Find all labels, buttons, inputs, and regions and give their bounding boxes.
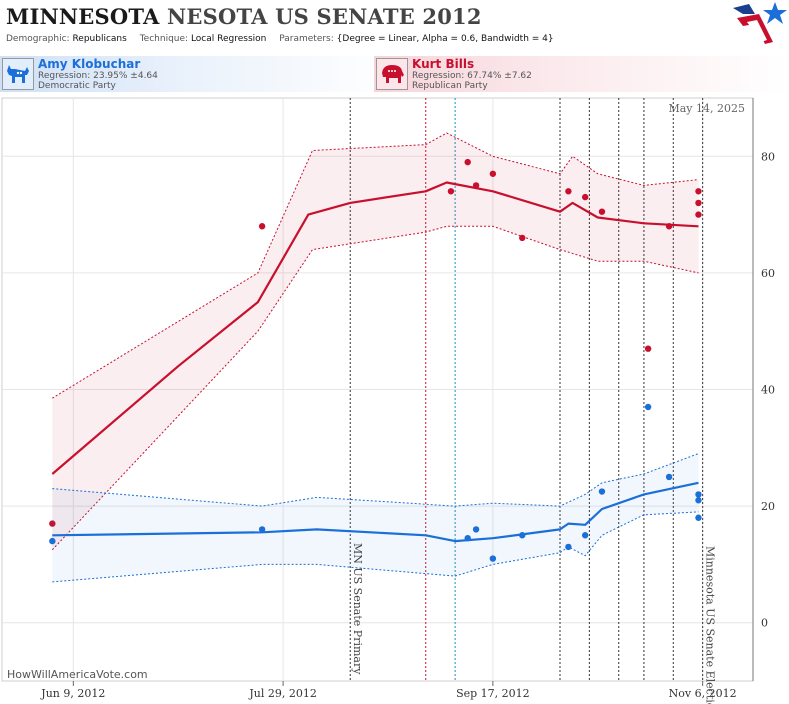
confidence-band [52,453,699,582]
donkey-icon [2,58,34,90]
poll-point [695,514,702,521]
poll-point [665,223,673,230]
y-tick-label: 60 [761,267,775,280]
poll-point [695,188,702,195]
parameters-value: {Degree = Linear, Alpha = 0.6, Bandwidth… [336,34,554,44]
x-tick-label: Nov 6, 2012 [669,687,737,700]
x-tick-label: Jul 29, 2012 [248,687,317,700]
poll-point [665,473,673,481]
parameters-label: Parameters: [279,34,334,44]
poll-point [49,537,56,545]
site-logo-icon[interactable] [729,0,789,48]
y-tick-label: 0 [761,617,768,630]
lower-bound-line [51,225,699,551]
candidate-regression-dem: Regression: 23.95% ±4.64 [38,71,158,81]
poll-point [581,193,589,201]
poll-point [472,182,480,189]
candidate-party-dem: Democratic Party [38,81,116,91]
poll-point [258,526,266,533]
y-tick-label: 20 [761,500,775,513]
poll-point [464,158,471,166]
x-tick-label: Jun 9, 2012 [40,687,105,700]
watermark: HowWillAmericaVote.com [7,668,148,681]
candidate-card-dem: Amy Klobuchar Regression: 23.95% ±4.64 D… [0,56,395,92]
parameters-line: Demographic: Republicans Technique: Loca… [6,34,564,44]
technique-value: Local Regression [190,34,267,44]
poll-point [598,208,606,215]
candidate-name-dem[interactable]: Amy Klobuchar [38,57,141,71]
poll-point [519,234,526,242]
poll-point [695,497,702,504]
poll-point [644,403,652,411]
technique-label: Technique: [139,34,189,44]
demographic-label: Demographic: [6,34,70,44]
poll-point [581,532,589,539]
event-label: Minnesota US Senate Election [704,546,717,704]
upper-bound-line [52,132,699,399]
poll-point [447,188,455,195]
candidate-card-rep: Kurt Bills Regression: 67.74% ±7.62 Repu… [374,56,789,92]
poll-point [489,170,497,177]
date-label: May 14, 2025 [668,102,745,115]
demographic-value: Republicans [72,34,127,44]
poll-point [695,199,702,207]
candidate-regression-rep: Regression: 67.74% ±7.62 [412,71,532,81]
poll-point [644,345,652,352]
title-race: NESOTA US SENATE 2012 [167,4,482,29]
x-tick-label: Sep 17, 2012 [456,687,530,700]
y-tick-label: 80 [761,150,775,163]
regression-line [51,181,699,475]
poll-point [258,223,266,230]
event-label: MN US Senate Primary [351,543,364,675]
poll-point [565,543,572,551]
page-title: MINNESOTA NESOTA US SENATE 2012 [6,4,482,29]
poll-point [49,520,56,527]
poll-point [598,488,606,495]
header: MINNESOTA NESOTA US SENATE 2012 Demograp… [0,0,789,52]
title-state: MINNESOTA [6,4,160,29]
poll-point [565,188,572,195]
candidate-party-rep: Republican Party [412,81,488,91]
elephant-icon [376,58,408,90]
regression-line [52,481,699,543]
poll-point [695,211,702,218]
y-tick-label: 40 [761,384,775,397]
poll-point [519,532,526,539]
poll-point [472,526,480,533]
poll-point [464,534,471,542]
candidate-name-rep[interactable]: Kurt Bills [412,57,475,71]
regression-chart: 0 20 40 60 80 Jun 9, 2012 Jul 29, 2012 Sep 17, … [1,97,775,704]
poll-point [695,491,702,498]
poll-point [489,555,497,562]
confidence-band [52,133,699,550]
